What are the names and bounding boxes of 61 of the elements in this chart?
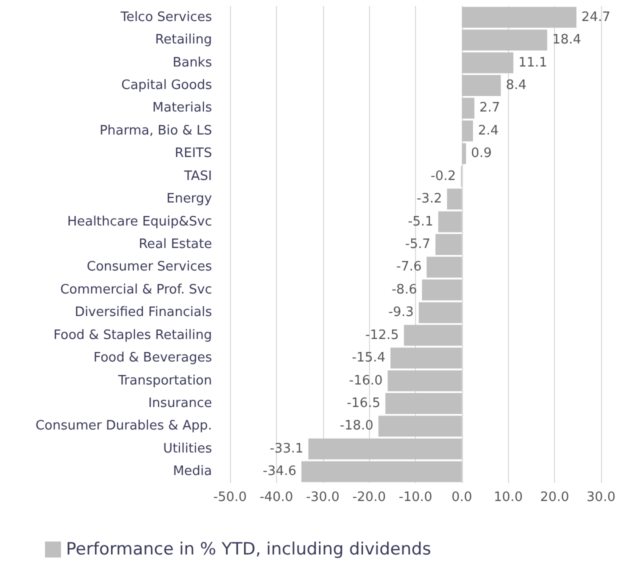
x-tick-label: -50.0	[213, 490, 247, 505]
bar	[462, 52, 514, 74]
data-label: -0.2	[430, 168, 456, 184]
bar	[435, 234, 462, 255]
y-tick-label: Healthcare Equip&Svc	[67, 214, 212, 230]
bar	[438, 211, 462, 232]
data-label: -7.6	[396, 260, 422, 275]
data-label: -16.5	[346, 396, 380, 411]
y-tick-label: Food & Beverages	[93, 350, 212, 366]
y-tick-label: REITS	[174, 146, 212, 162]
y-tick-label: Food & Staples Retailing	[54, 328, 212, 343]
bar	[385, 393, 462, 414]
y-tick-label: Insurance	[148, 396, 212, 411]
x-tick-label: 0.0	[452, 490, 472, 505]
y-tick-label: Telco Services	[120, 10, 212, 25]
data-label: -5.1	[408, 214, 434, 230]
data-label: -12.5	[365, 328, 399, 343]
y-tick-label: Retailing	[155, 32, 212, 48]
y-tick-label: TASI	[183, 168, 212, 184]
x-tick-label: 20.0	[540, 490, 570, 505]
y-tick-label: Capital Goods	[121, 78, 212, 93]
y-tick-label: Consumer Durables & App.	[35, 418, 212, 434]
data-label: 0.9	[471, 146, 492, 162]
bar	[462, 75, 501, 96]
data-label: -15.4	[352, 350, 386, 366]
x-tick-label: -10.0	[398, 490, 432, 505]
data-label: -34.6	[262, 464, 296, 480]
x-tick-label: -40.0	[260, 490, 294, 505]
bar	[462, 98, 474, 119]
y-tick-label: Media	[172, 464, 212, 480]
y-tick-label: Real Estate	[138, 237, 212, 252]
y-tick-label: Commercial & Prof. Svc	[60, 282, 212, 298]
data-label: -9.3	[388, 305, 414, 320]
bar	[378, 416, 462, 437]
data-label: -5.7	[405, 237, 430, 252]
data-label: -3.2	[416, 192, 442, 207]
y-tick-label: Transportation	[117, 373, 212, 388]
y-tick-label: Pharma, Bio & LS	[100, 123, 212, 138]
data-label: 2.4	[478, 123, 499, 138]
y-tick-label: Materials	[152, 100, 212, 116]
x-tick-label: 10.0	[494, 490, 523, 505]
y-tick-label: Consumer Services	[86, 260, 212, 275]
legend-label: Performance in % YTD, including dividends	[66, 540, 432, 560]
data-label: 24.7	[581, 10, 610, 25]
y-tick-label: Energy	[166, 192, 212, 207]
bar	[388, 370, 462, 392]
x-tick-label: 30.0	[586, 490, 616, 505]
data-label: 18.4	[552, 32, 582, 48]
data-label: 11.1	[518, 55, 548, 70]
data-label: 2.7	[479, 100, 500, 116]
data-label: -16.0	[349, 373, 383, 388]
bar	[426, 256, 462, 278]
data-label: -33.1	[270, 441, 304, 456]
x-tick-label: -30.0	[306, 490, 340, 505]
data-label: -18.0	[340, 418, 374, 434]
data-label: 8.4	[506, 78, 527, 93]
x-tick-label: -20.0	[352, 490, 386, 505]
y-tick-label: Diversified Financials	[74, 305, 212, 320]
y-tick-label: Banks	[172, 55, 212, 70]
data-label: -8.6	[392, 282, 417, 298]
y-tick-label: Utilities	[163, 441, 212, 456]
